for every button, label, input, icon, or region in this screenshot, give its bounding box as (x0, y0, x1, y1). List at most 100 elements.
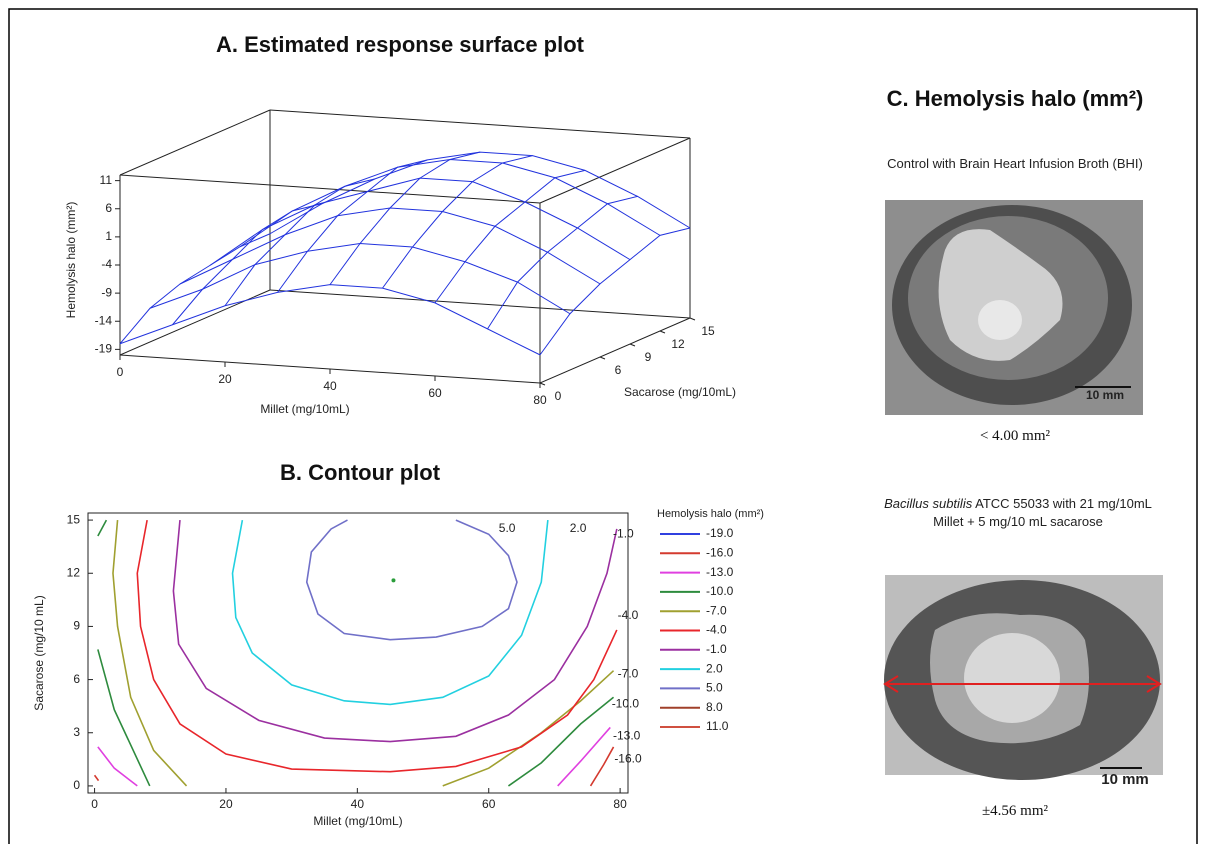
y-tick-label: 0 (73, 778, 80, 792)
chart-title: B. Contour plot (280, 460, 441, 485)
contour-line (507, 696, 615, 787)
contour-line (112, 520, 188, 787)
x-tick-label: 80 (613, 797, 627, 811)
mesh-line (487, 195, 638, 330)
z-tick-label: -19 (95, 342, 113, 356)
organism: Bacillus subtilis (884, 496, 973, 511)
legend-label: 11.0 (706, 719, 729, 733)
mesh-line (239, 158, 661, 248)
y-tick (599, 356, 606, 360)
z-tick-label: 11 (100, 173, 113, 187)
legend-label: -13.0 (706, 565, 734, 579)
photo-control (885, 200, 1143, 415)
z-axis-label: Hemolysis halo (mm²) (64, 202, 78, 319)
contour-label: -10.0 (612, 697, 640, 711)
y-tick (659, 330, 666, 334)
scale-bar-label: 10 mm (1101, 771, 1149, 788)
contour-line (97, 649, 151, 787)
y-axis-label: Sacarose (mg/10mL) (624, 385, 736, 399)
legend-title: Hemolysis halo (mm²) (657, 508, 764, 520)
y-tick-label: 15 (67, 512, 81, 526)
y-tick-label: 3 (73, 725, 80, 739)
y-tick-label: 9 (645, 350, 652, 364)
contour-line (557, 726, 611, 787)
mesh-line (224, 178, 376, 307)
caption-block: Bacillus subtilis ATCC 55033 with 21 mg/… (868, 495, 1168, 531)
panel-title: C. Hemolysis halo (mm²) (886, 86, 1144, 111)
photo-bacillus (883, 575, 1163, 780)
result: < 4.00 mm² (979, 428, 1051, 444)
caption: ATCC 55033 with 21 mg/10mL Millet + 5 mg… (933, 496, 1152, 529)
x-tick-label: 40 (351, 797, 365, 811)
contour-label: -13.0 (613, 728, 641, 742)
x-axis-label: Millet (mg/10mL) (260, 402, 349, 416)
y-tick (629, 343, 636, 347)
legend-label: -19.0 (706, 526, 734, 540)
contour-label: -16.0 (614, 752, 642, 766)
contour-label: -1.0 (613, 526, 634, 540)
contour-line (172, 520, 618, 743)
contour-line (589, 746, 615, 787)
z-tick-label: -14 (95, 313, 113, 327)
contour-line (136, 519, 618, 773)
y-tick-label: 6 (73, 672, 80, 686)
legend-label: -16.0 (706, 545, 734, 559)
y-tick (689, 317, 696, 321)
chart-title: A. Estimated response surface plot (216, 32, 585, 57)
result: ±4.56 mm² (981, 803, 1049, 819)
x-tick-label: 0 (91, 797, 98, 811)
y-tick-label: 9 (73, 619, 80, 633)
mesh-line (172, 203, 323, 326)
contour-line (97, 519, 108, 537)
z-tick-label: -9 (101, 285, 112, 299)
y-axis-label: Sacarose (mg/10 mL) (32, 595, 46, 710)
mesh-line (382, 155, 533, 289)
contour-line (231, 519, 549, 706)
mesh-line (539, 227, 691, 356)
legend-label: -10.0 (706, 584, 734, 598)
plot-frame (87, 512, 629, 794)
legend-label: 5.0 (706, 681, 723, 695)
mesh-line (119, 284, 541, 356)
contour-line (97, 746, 138, 787)
box-edge (539, 137, 691, 204)
x-axis-label: Millet (mg/10mL) (313, 814, 402, 828)
x-tick-label: 60 (482, 797, 496, 811)
mesh-line (329, 151, 481, 285)
mesh-line (277, 159, 428, 293)
contour-line (93, 774, 100, 782)
x-tick-label: 40 (323, 379, 337, 393)
contour-label: -4.0 (618, 608, 639, 622)
mesh-line (119, 233, 271, 345)
legend-label: -1.0 (706, 642, 727, 656)
optimum-point (391, 578, 396, 583)
box-edge (119, 109, 271, 176)
x-tick-label: 20 (218, 372, 232, 386)
y-tick (539, 382, 546, 386)
y-tick-label: 12 (67, 565, 81, 579)
y-tick-label: 12 (671, 337, 685, 351)
contour-label: 5.0 (499, 521, 516, 535)
z-tick-label: 1 (105, 229, 112, 243)
contour-label: 2.0 (570, 521, 587, 535)
z-tick-label: 6 (105, 201, 112, 215)
x-tick-label: 80 (533, 393, 547, 407)
box-edge (119, 174, 541, 204)
legend-label: 2.0 (706, 661, 723, 675)
y-tick-label: 0 (555, 389, 562, 403)
mesh-line (434, 169, 586, 304)
caption: Control with Brain Heart Infusion Broth … (887, 156, 1143, 171)
y-tick-label: 15 (701, 324, 715, 338)
x-tick-label: 20 (219, 797, 233, 811)
box-edge (269, 289, 691, 319)
box-edge (539, 317, 691, 384)
x-tick-label: 60 (428, 386, 442, 400)
frame (8, 8, 1198, 844)
box-edge (269, 109, 691, 139)
scale-bar-label: 10 mm (1086, 388, 1124, 402)
legend-label: 8.0 (706, 700, 723, 714)
contour-line (305, 519, 518, 641)
legend-label: -4.0 (706, 623, 727, 637)
